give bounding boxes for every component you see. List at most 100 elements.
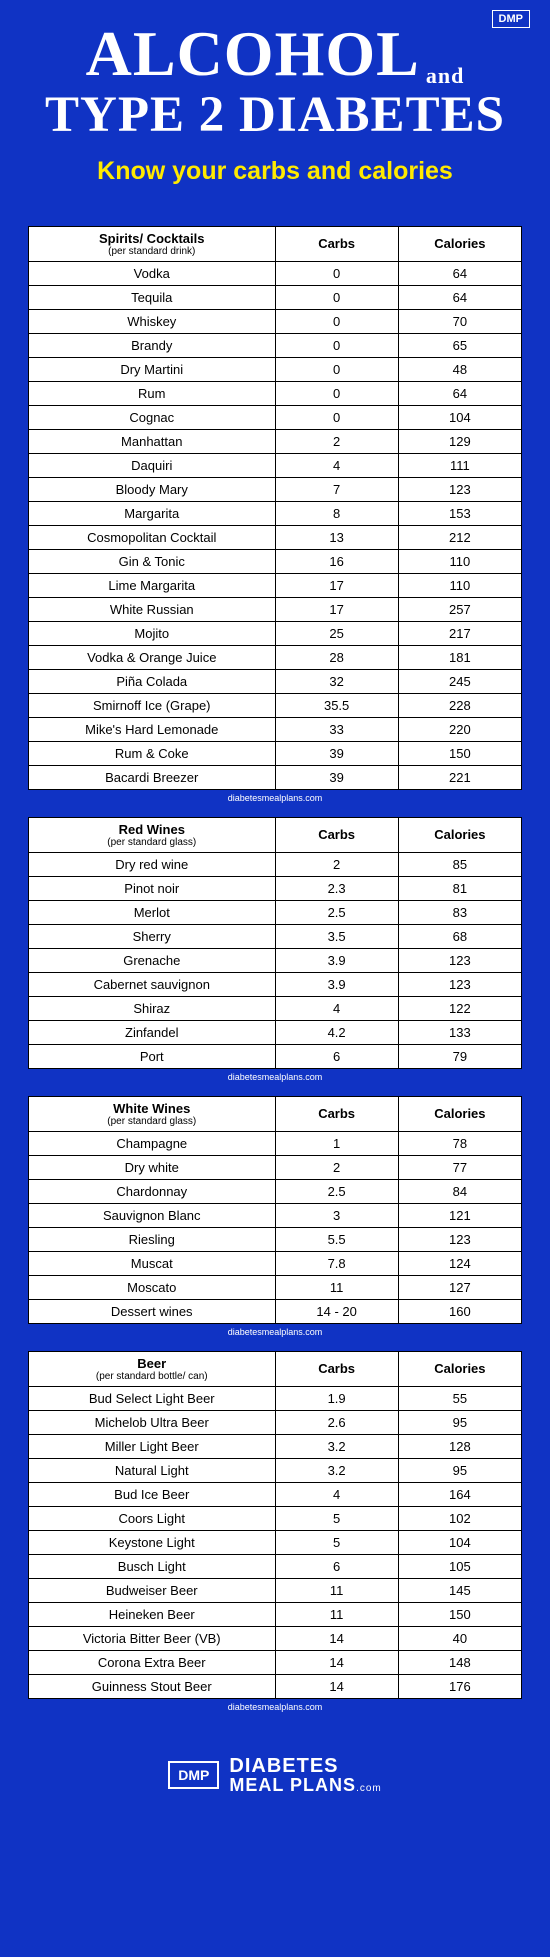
title-word-2: TYPE 2 DIABETES [20,89,530,143]
table-column-header: Calories [398,1096,521,1131]
table-row: Rum & Coke39150 [29,741,522,765]
value-cell: 3.9 [275,972,398,996]
item-name-cell: Cosmopolitan Cocktail [29,525,276,549]
value-cell: 110 [398,573,521,597]
item-name-cell: Keystone Light [29,1530,276,1554]
item-name-cell: Corona Extra Beer [29,1650,276,1674]
item-name-cell: Guinness Stout Beer [29,1674,276,1698]
item-name-cell: Port [29,1044,276,1068]
value-cell: 5.5 [275,1227,398,1251]
value-cell: 14 - 20 [275,1299,398,1323]
table-row: White Russian17257 [29,597,522,621]
title-word-1: ALCOHOL [86,20,420,87]
item-name-cell: Michelob Ultra Beer [29,1410,276,1434]
value-cell: 245 [398,669,521,693]
table-row: Bacardi Breezer39221 [29,765,522,789]
table-row: Champagne178 [29,1131,522,1155]
table-row: Whiskey070 [29,309,522,333]
value-cell: 3.9 [275,948,398,972]
table-caption: diabetesmealplans.com [28,1069,522,1096]
value-cell: 14 [275,1674,398,1698]
table-row: Dry red wine285 [29,852,522,876]
item-name-cell: Chardonnay [29,1179,276,1203]
header: DMP ALCOHOL and TYPE 2 DIABETES Know you… [0,0,550,226]
item-name-cell: Pinot noir [29,876,276,900]
value-cell: 32 [275,669,398,693]
value-cell: 64 [398,285,521,309]
table-category-header: Beer(per standard bottle/ can) [29,1351,276,1386]
table-row: Chardonnay2.584 [29,1179,522,1203]
table-row: Muscat7.8124 [29,1251,522,1275]
table-row: Tequila064 [29,285,522,309]
value-cell: 2 [275,429,398,453]
value-cell: 95 [398,1410,521,1434]
data-table: Red Wines(per standard glass)CarbsCalori… [28,817,522,1069]
value-cell: 2.3 [275,876,398,900]
value-cell: 35.5 [275,693,398,717]
table-caption: diabetesmealplans.com [28,1699,522,1726]
table-caption: diabetesmealplans.com [28,1324,522,1351]
footer-logo: DMP [168,1761,219,1789]
item-name-cell: Natural Light [29,1458,276,1482]
value-cell: 78 [398,1131,521,1155]
table-row: Heineken Beer11150 [29,1602,522,1626]
value-cell: 17 [275,597,398,621]
item-name-cell: Grenache [29,948,276,972]
value-cell: 0 [275,261,398,285]
item-name-cell: Rum [29,381,276,405]
table-row: Corona Extra Beer14148 [29,1650,522,1674]
item-name-cell: Merlot [29,900,276,924]
value-cell: 65 [398,333,521,357]
item-name-cell: Dry red wine [29,852,276,876]
item-name-cell: Bloody Mary [29,477,276,501]
table-row: Riesling5.5123 [29,1227,522,1251]
table-column-header: Calories [398,817,521,852]
value-cell: 105 [398,1554,521,1578]
value-cell: 48 [398,357,521,381]
table-row: Pinot noir2.381 [29,876,522,900]
value-cell: 4 [275,453,398,477]
value-cell: 33 [275,717,398,741]
table-row: Natural Light3.295 [29,1458,522,1482]
item-name-cell: Tequila [29,285,276,309]
item-name-cell: Vodka & Orange Juice [29,645,276,669]
table-column-header: Calories [398,226,521,261]
item-name-cell: Lime Margarita [29,573,276,597]
value-cell: 3 [275,1203,398,1227]
item-name-cell: Mojito [29,621,276,645]
value-cell: 40 [398,1626,521,1650]
value-cell: 160 [398,1299,521,1323]
value-cell: 95 [398,1458,521,1482]
table-row: Smirnoff Ice (Grape)35.5228 [29,693,522,717]
table-row: Vodka & Orange Juice28181 [29,645,522,669]
value-cell: 104 [398,1530,521,1554]
value-cell: 102 [398,1506,521,1530]
item-name-cell: Muscat [29,1251,276,1275]
item-name-cell: Rum & Coke [29,741,276,765]
value-cell: 123 [398,1227,521,1251]
table-row: Daquiri4111 [29,453,522,477]
value-cell: 77 [398,1155,521,1179]
item-name-cell: Daquiri [29,453,276,477]
table-row: Guinness Stout Beer14176 [29,1674,522,1698]
value-cell: 4 [275,1482,398,1506]
value-cell: 4.2 [275,1020,398,1044]
table-row: Bud Select Light Beer1.955 [29,1386,522,1410]
table-row: Miller Light Beer3.2128 [29,1434,522,1458]
value-cell: 145 [398,1578,521,1602]
value-cell: 0 [275,405,398,429]
value-cell: 0 [275,333,398,357]
table-row: Port679 [29,1044,522,1068]
value-cell: 122 [398,996,521,1020]
value-cell: 6 [275,1044,398,1068]
value-cell: 0 [275,357,398,381]
item-name-cell: Brandy [29,333,276,357]
value-cell: 16 [275,549,398,573]
value-cell: 150 [398,741,521,765]
value-cell: 123 [398,972,521,996]
value-cell: 7.8 [275,1251,398,1275]
item-name-cell: Piña Colada [29,669,276,693]
value-cell: 0 [275,381,398,405]
table-row: Mojito25217 [29,621,522,645]
item-name-cell: Riesling [29,1227,276,1251]
